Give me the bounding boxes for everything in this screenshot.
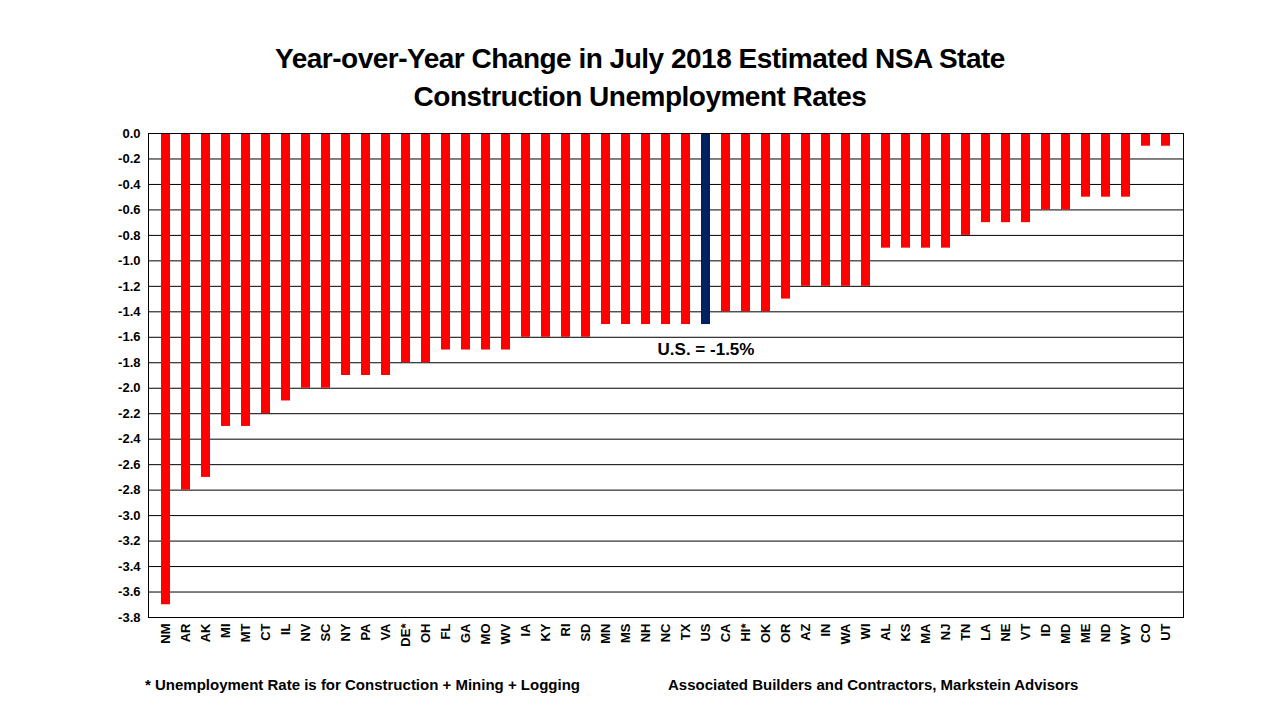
svg-text:NY: NY: [338, 623, 353, 641]
svg-text:CO: CO: [1138, 624, 1153, 644]
svg-text:-0.2: -0.2: [118, 151, 140, 166]
svg-text:MT: MT: [238, 623, 253, 642]
svg-text:AK: AK: [198, 623, 213, 642]
svg-text:AR: AR: [178, 623, 193, 642]
svg-text:MN: MN: [598, 624, 613, 644]
svg-text:KY: KY: [538, 623, 553, 641]
svg-text:KS: KS: [898, 623, 913, 641]
svg-text:-1.2: -1.2: [118, 279, 140, 294]
html-text:* Unemployment Rate is for Con: * Unemployment Rate is for Construction …: [145, 676, 580, 693]
svg-text:U.S. = -1.5%: U.S. = -1.5%: [658, 340, 755, 359]
svg-text:VA: VA: [378, 623, 393, 641]
svg-text:-2.2: -2.2: [118, 406, 140, 421]
svg-text:ID: ID: [1038, 624, 1053, 637]
svg-text:MI: MI: [218, 624, 233, 638]
svg-text:MA: MA: [918, 623, 933, 644]
svg-text:-0.6: -0.6: [118, 202, 140, 217]
svg-text:MO: MO: [478, 624, 493, 645]
svg-text:-2.4: -2.4: [118, 431, 141, 446]
svg-text:IA: IA: [518, 623, 533, 637]
svg-text:NM: NM: [158, 624, 173, 644]
svg-text:IL: IL: [278, 623, 293, 635]
svg-text:WV: WV: [498, 623, 513, 644]
svg-text:-1.8: -1.8: [118, 355, 140, 370]
svg-text:-2.6: -2.6: [118, 457, 140, 472]
svg-text:-1.0: -1.0: [118, 253, 140, 268]
svg-text:0.0: 0.0: [122, 126, 140, 141]
svg-text:OR: OR: [778, 623, 793, 643]
svg-text:IN: IN: [818, 624, 833, 637]
svg-text:US: US: [698, 623, 713, 641]
svg-text:DE*: DE*: [398, 623, 413, 647]
svg-text:AL: AL: [878, 623, 893, 640]
svg-text:-3.4: -3.4: [118, 559, 141, 574]
svg-text:-3.0: -3.0: [118, 508, 140, 523]
svg-text:ME: ME: [1078, 623, 1093, 643]
svg-text:WA: WA: [838, 623, 853, 645]
svg-text:NV: NV: [298, 623, 313, 641]
html-text:Year-over-Year Change in July: Year-over-Year Change in July 2018 Estim…: [275, 43, 1005, 112]
svg-text:-2.8: -2.8: [118, 482, 140, 497]
svg-text:-3.2: -3.2: [118, 533, 140, 548]
svg-text:OK: OK: [758, 623, 773, 643]
svg-text:NC: NC: [658, 623, 673, 642]
svg-text:UT: UT: [1158, 623, 1173, 640]
svg-text:PA: PA: [358, 623, 373, 641]
svg-text:WY: WY: [1118, 623, 1133, 644]
svg-text:-0.4: -0.4: [118, 177, 141, 192]
svg-text:RI: RI: [558, 624, 573, 637]
svg-text:VT: VT: [1018, 623, 1033, 640]
svg-text:HI*: HI*: [738, 623, 753, 642]
svg-text:CA: CA: [718, 623, 733, 642]
svg-text:LA: LA: [978, 623, 993, 641]
svg-text:SD: SD: [578, 624, 593, 642]
svg-text:MD: MD: [1058, 624, 1073, 644]
svg-text:NJ: NJ: [938, 624, 953, 641]
svg-text:-3.6: -3.6: [118, 584, 140, 599]
svg-text:MS: MS: [618, 623, 633, 643]
svg-text:CT: CT: [258, 623, 273, 640]
svg-text:-0.8: -0.8: [118, 228, 140, 243]
svg-text:-1.6: -1.6: [118, 329, 140, 344]
svg-text:SC: SC: [318, 623, 333, 642]
svg-text:NE: NE: [998, 623, 1013, 641]
svg-text:OH: OH: [418, 624, 433, 644]
svg-text:-1.4: -1.4: [118, 304, 141, 319]
svg-text:GA: GA: [458, 623, 473, 643]
svg-text:TX: TX: [678, 623, 693, 640]
svg-text:-2.0: -2.0: [118, 380, 140, 395]
svg-text:-3.8: -3.8: [118, 610, 140, 625]
svg-text:AZ: AZ: [798, 623, 813, 640]
html-text:Associated Builders and Contra: Associated Builders and Contractors, Mar…: [668, 676, 1079, 693]
svg-text:WI: WI: [858, 624, 873, 640]
svg-text:NH: NH: [638, 624, 653, 643]
svg-text:ND: ND: [1098, 624, 1113, 643]
svg-text:FL: FL: [438, 623, 453, 639]
svg-text:TN: TN: [958, 624, 973, 641]
